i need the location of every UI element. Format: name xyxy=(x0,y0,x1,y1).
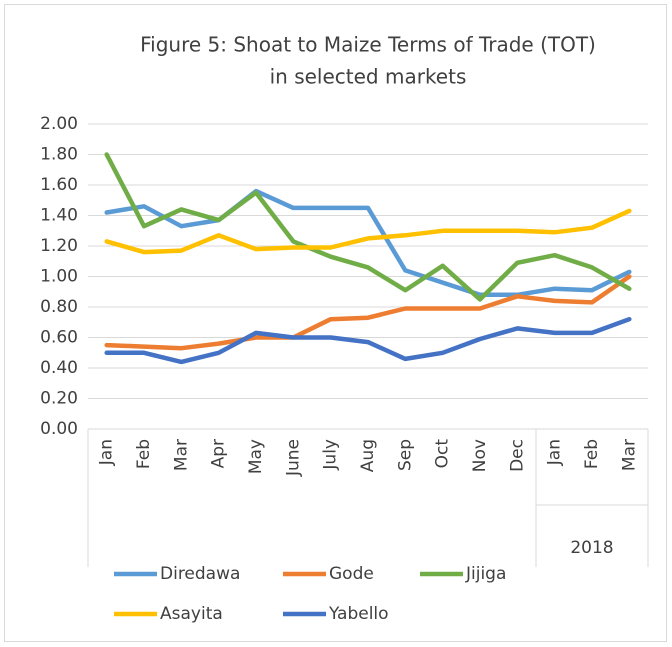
y-tick-label: 0.00 xyxy=(40,419,78,439)
series-line xyxy=(104,152,632,302)
y-tick-label: 1.40 xyxy=(40,206,78,226)
y-tick-label: 2.00 xyxy=(40,114,78,134)
legend-label: Diredawa xyxy=(160,564,240,584)
legend-label: Gode xyxy=(329,564,374,584)
x-tick-label: Oct xyxy=(433,439,453,469)
x-tick-label: June xyxy=(283,439,303,477)
legend-label: Jijiga xyxy=(465,564,506,584)
x-tick-label: Sep xyxy=(395,439,415,471)
series-line xyxy=(104,188,632,298)
y-tick-label: 1.80 xyxy=(40,145,78,165)
x-tick-label: Dec xyxy=(507,439,527,472)
x-tick-label: Jan xyxy=(97,439,117,466)
x-tick-label: May xyxy=(246,439,266,474)
x-tick-label: July xyxy=(321,439,341,471)
x-group-label: 2018 xyxy=(570,538,613,558)
legend-label: Asayita xyxy=(160,604,223,624)
y-tick-label: 0.60 xyxy=(40,328,78,348)
x-tick-label: Nov xyxy=(470,439,490,472)
y-tick-label: 1.60 xyxy=(40,175,78,195)
y-tick-label: 0.40 xyxy=(40,358,78,378)
x-tick-label: Mar xyxy=(619,439,639,471)
y-tick-label: 0.20 xyxy=(40,389,78,409)
series-line xyxy=(104,316,632,365)
x-tick-label: Feb xyxy=(134,439,154,469)
legend-label: Yabello xyxy=(328,604,389,624)
y-tick-label: 0.80 xyxy=(40,297,78,317)
chart-title: Figure 5: Shoat to Maize Terms of Trade … xyxy=(140,33,596,57)
x-tick-label: Apr xyxy=(209,439,229,468)
x-tick-label: Aug xyxy=(358,439,378,472)
x-tick-label: Jan xyxy=(545,439,565,466)
series-line xyxy=(104,274,632,351)
series-line xyxy=(104,208,632,255)
x-tick-label: Mar xyxy=(171,439,191,471)
y-tick-label: 1.00 xyxy=(40,267,78,287)
chart-title: in selected markets xyxy=(270,65,467,89)
chart-frame xyxy=(4,4,667,642)
y-tick-label: 1.20 xyxy=(40,236,78,256)
x-tick-label: Feb xyxy=(582,439,602,469)
